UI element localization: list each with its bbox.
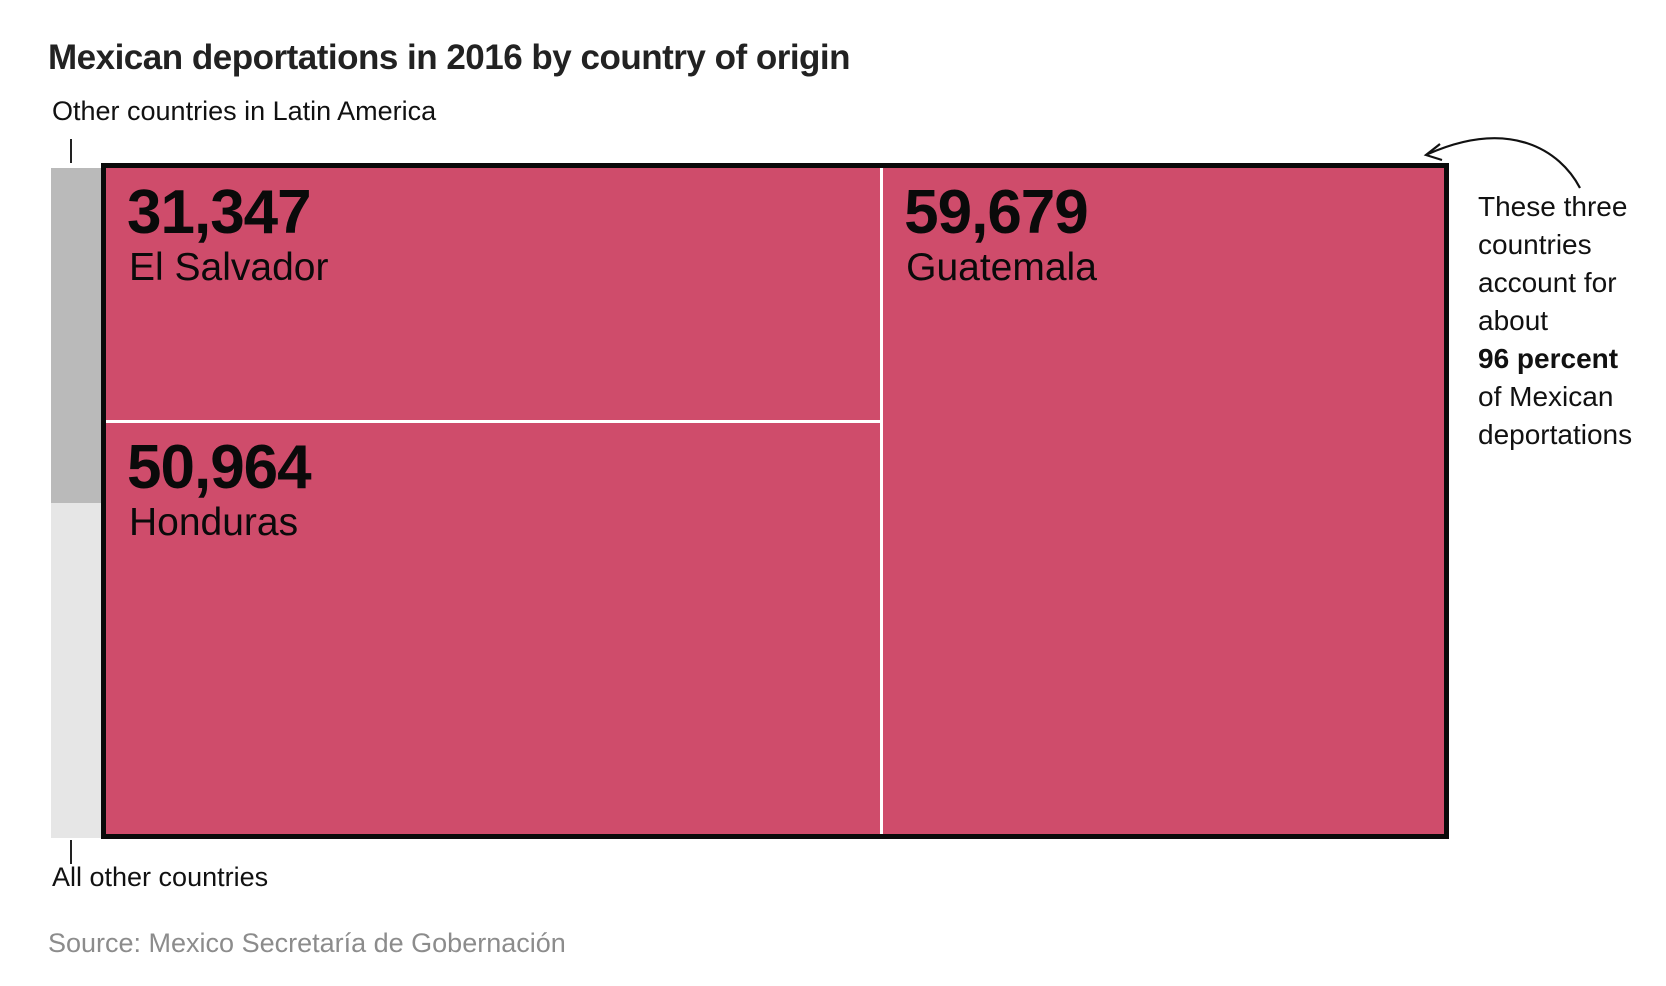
source-note: Source: Mexico Secretaría de Gobernación: [48, 928, 566, 958]
annotation-line: of Mexican: [1478, 381, 1614, 412]
cell-value-guatemala: 59,679: [904, 178, 1089, 247]
cell-name-honduras: Honduras: [129, 501, 299, 545]
annotation-line: These three: [1478, 191, 1628, 222]
all-other-countries-segment: [51, 503, 103, 838]
cell-name-el-salvador: El Salvador: [129, 246, 329, 289]
cell-name-guatemala: Guatemala: [906, 246, 1097, 289]
annotation-line: deportations: [1478, 419, 1633, 450]
treemap-cell-guatemala: 59,679 Guatemala: [883, 168, 1444, 834]
remainder-stack-bar: [51, 168, 103, 838]
annotation: These three countries account for about …: [1478, 188, 1658, 454]
annotation-line: countries: [1478, 229, 1592, 260]
all-other-countries-tick: [70, 840, 72, 864]
annotation-highlight: 96 percent: [1478, 343, 1619, 374]
other-latin-america-segment: [51, 168, 103, 503]
cell-value-honduras: 50,964: [127, 433, 312, 503]
chart-title: Mexican deportations in 2016 by country …: [48, 38, 851, 77]
treemap-cell-honduras: 50,964 Honduras: [106, 423, 881, 834]
other-latin-america-tick: [70, 139, 72, 163]
curved-arrow-icon: [1423, 137, 1581, 189]
treemap-cell-el-salvador: 31,347 El Salvador: [106, 168, 881, 421]
annotation-line: about: [1478, 305, 1549, 336]
treemap: 31,347 El Salvador 50,964 Honduras 59,67…: [101, 163, 1449, 839]
annotation-line: account for: [1478, 267, 1617, 298]
all-other-countries-label: All other countries: [52, 862, 269, 892]
cell-value-el-salvador: 31,347: [127, 178, 312, 247]
other-latin-america-label: Other countries in Latin America: [52, 96, 437, 126]
